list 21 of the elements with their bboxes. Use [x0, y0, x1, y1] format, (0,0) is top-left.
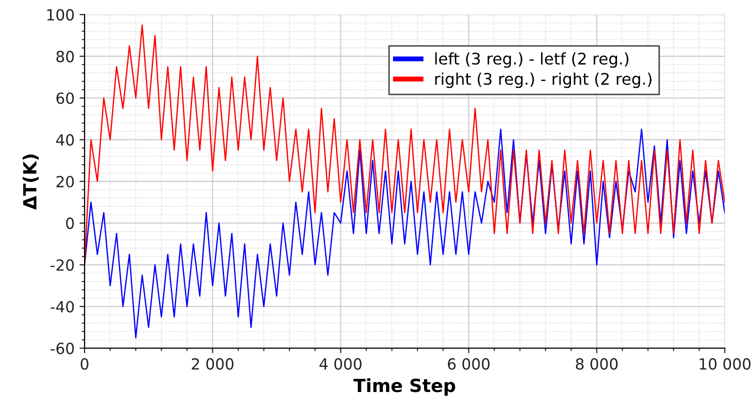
y-tick-label: -40	[50, 300, 74, 313]
legend-label: right (3 reg.) - right (2 reg.)	[435, 72, 652, 88]
x-axis-title: Time Step	[353, 378, 456, 396]
x-tick-label: 2 000	[192, 358, 234, 370]
x-tick-label: 10 000	[700, 358, 751, 370]
x-tick-label: 0	[80, 358, 88, 370]
line-series	[84, 24, 725, 266]
y-tick-label: -60	[50, 342, 74, 354]
y-axis-title: ΔT(K)	[22, 154, 39, 210]
x-tick-label: 4 000	[320, 358, 362, 370]
y-tick-label: 40	[56, 134, 74, 146]
y-tick-label: 100	[47, 9, 74, 21]
y-tick-label: 20	[56, 176, 74, 188]
y-tick-label: 60	[56, 92, 74, 104]
legend-label: left (3 reg.) - letf (2 reg.)	[435, 52, 628, 68]
y-tick-label: 0	[66, 218, 74, 230]
y-tick-label: 80	[56, 50, 74, 62]
x-tick-label: 6 000	[448, 358, 490, 370]
x-tick-label: 8 000	[576, 358, 618, 370]
y-tick-label: -20	[50, 259, 74, 271]
line-series	[84, 128, 725, 338]
